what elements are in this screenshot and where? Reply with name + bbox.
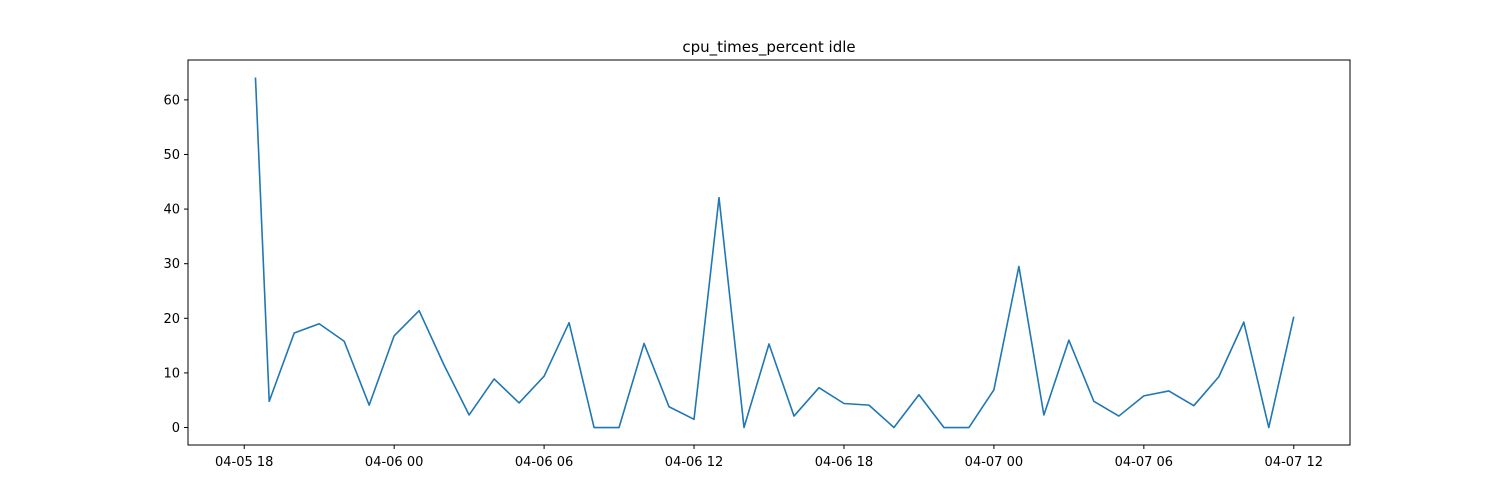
plot-area <box>254 77 1295 429</box>
y-tick-label: 40 <box>163 203 180 218</box>
plot-frame <box>187 59 1351 446</box>
y-tick-label: 50 <box>163 148 180 163</box>
x-axis: 04-05 18 04-06 00 04-06 06 04-06 12 04-06 18… <box>215 445 1323 470</box>
y-tick-label: 10 <box>163 366 180 381</box>
x-tick-label: 04-06 12 <box>665 455 723 470</box>
x-tick-label: 04-06 00 <box>365 455 423 470</box>
x-tick-label: 04-07 06 <box>1115 455 1173 470</box>
y-tick-label: 30 <box>163 257 180 272</box>
series-line-0 <box>254 77 1295 429</box>
y-axis: 0 10 20 30 40 50 60 <box>163 93 188 436</box>
x-tick-label: 04-06 18 <box>815 455 873 470</box>
y-tick-label: 60 <box>163 93 180 108</box>
x-tick-label: 04-07 12 <box>1265 455 1323 470</box>
chart-title: cpu_times_percent idle <box>682 38 855 57</box>
x-tick-label: 04-05 18 <box>215 455 273 470</box>
x-tick-label: 04-06 06 <box>515 455 573 470</box>
x-tick-label: 04-07 00 <box>965 455 1023 470</box>
y-tick-label: 20 <box>163 312 180 327</box>
y-tick-label: 0 <box>172 421 180 436</box>
